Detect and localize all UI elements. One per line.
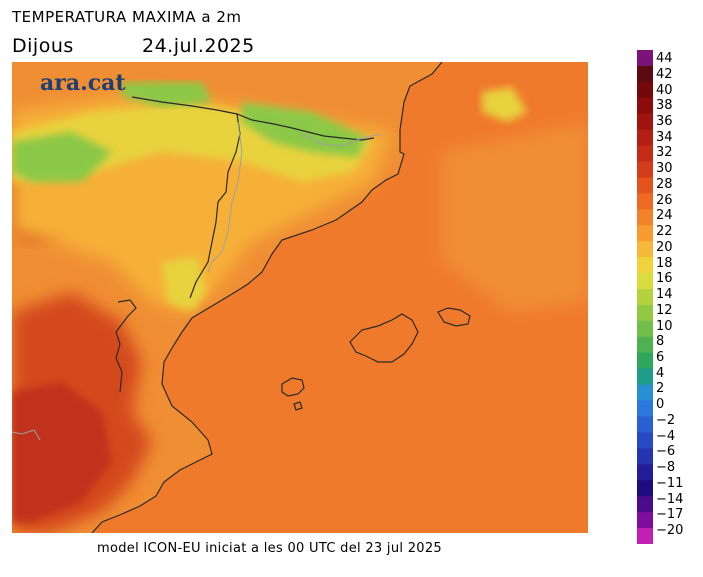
island-mallorca (349, 313, 419, 363)
colorbar-tick-label: 36 (656, 113, 673, 129)
colorbar-segment (637, 368, 653, 386)
colorbar-tick-label: 4 (656, 365, 665, 381)
colorbar-segment (637, 129, 653, 147)
colorbar-tick-label: −4 (656, 428, 676, 444)
cool-hill (162, 257, 207, 312)
colorbar-segment (637, 320, 653, 338)
colorbar-segment (637, 448, 653, 465)
colorbar-segment (637, 145, 653, 163)
colorbar-segment (637, 432, 653, 449)
colorbar-segment (637, 241, 653, 258)
valencia-border (115, 299, 137, 393)
admin-line (12, 429, 41, 441)
colorbar-tick-label: −11 (656, 475, 684, 491)
legend-labels: 44 42 40 38 36 34 32 30 28 26 24 22 20 18 16 14 12 10 8 6 4 2… (656, 50, 702, 544)
colorbar-tick-label: −6 (656, 444, 676, 460)
colorbar-segment (637, 273, 653, 290)
colorbar-tick-label: 42 (656, 66, 673, 82)
island-ibiza (281, 377, 305, 397)
ara-cat-logo: ara.cat (40, 70, 126, 96)
colorbar-tick-label: 16 (656, 271, 673, 287)
colorbar-segment (637, 97, 653, 115)
colorbar-tick-label: −2 (656, 412, 676, 428)
colorbar-segment (637, 81, 653, 99)
admin-line (301, 133, 383, 147)
alps-cool (482, 87, 527, 122)
colorbar-segment (637, 496, 653, 513)
catalonia-border (189, 113, 241, 299)
admin-line (207, 121, 243, 273)
colorbar-segment (637, 512, 653, 529)
colorbar-tick-label: 28 (656, 176, 673, 192)
colorbar-tick-label: 34 (656, 129, 673, 145)
colorbar-segment (637, 257, 653, 274)
colorbar-tick-label: 6 (656, 349, 665, 365)
colorbar-tick-label: 26 (656, 192, 673, 208)
colorbar-segment (637, 416, 653, 434)
cantabrian-cold (12, 132, 112, 182)
pyrenees-cold (242, 102, 367, 157)
colorbar-segment (637, 304, 653, 322)
massif-cold (122, 82, 212, 107)
model-caption: model ICON-EU iniciat a les 00 UTC del 2… (97, 541, 442, 556)
colorbar-segment (637, 113, 653, 131)
colorbar-tick-label: 22 (656, 224, 673, 240)
colorbar-tick-label: −8 (656, 460, 676, 476)
colorbar-segment (637, 209, 653, 226)
colorbar-segment (637, 464, 653, 481)
colorbar-segment (637, 384, 653, 402)
colorbar-tick-label: 30 (656, 161, 673, 177)
colorbar-tick-label: 38 (656, 98, 673, 114)
very-hot-interior (12, 382, 112, 522)
colorbar-segment (637, 336, 653, 354)
temperature-map: ara.cat (12, 62, 588, 533)
colorbar-tick-label: 24 (656, 208, 673, 224)
colorbar-tick-label: 10 (656, 318, 673, 334)
colorbar-tick-label: 2 (656, 381, 665, 397)
colorbar-segment (637, 400, 653, 418)
colorbar-tick-label: 18 (656, 255, 673, 271)
colorbar-tick-label: 14 (656, 287, 673, 302)
colorbar-tick-label: −20 (656, 523, 684, 538)
island-menorca (437, 307, 471, 327)
map-canvas (12, 62, 588, 533)
colorbar-segment (637, 177, 653, 195)
sea-east-zone (442, 122, 588, 312)
colorbar-segment (637, 289, 653, 306)
colorbar-tick-label: −17 (656, 507, 684, 523)
colorbar-tick-label: 0 (656, 397, 665, 413)
colorbar-segment (637, 193, 653, 210)
forecast-day: Dijous (12, 35, 74, 57)
map-title: TEMPERATURA MAXIMA a 2m (12, 8, 242, 26)
colorbar-tick-label: 8 (656, 334, 665, 350)
forecast-date: 24.jul.2025 (142, 35, 255, 57)
colorbar-segment (637, 528, 653, 544)
colorbar-segment (637, 161, 653, 179)
colorbar-tick-label: 40 (656, 82, 673, 98)
colorbar-segment (637, 480, 653, 497)
island-formentera (293, 401, 303, 411)
colorbar-segment (637, 225, 653, 242)
colorbar-tick-label: 12 (656, 302, 673, 318)
colorbar-tick-label: 44 (656, 51, 673, 66)
colorbar-segment (637, 50, 653, 67)
colorbar-segment (637, 65, 653, 83)
legend-colorbar (637, 50, 653, 544)
colorbar-tick-label: 32 (656, 145, 673, 161)
colorbar-tick-label: 20 (656, 239, 673, 255)
france-border (131, 96, 375, 141)
coastline (91, 62, 443, 533)
colorbar-segment (637, 352, 653, 370)
colorbar-tick-label: −14 (656, 491, 684, 507)
